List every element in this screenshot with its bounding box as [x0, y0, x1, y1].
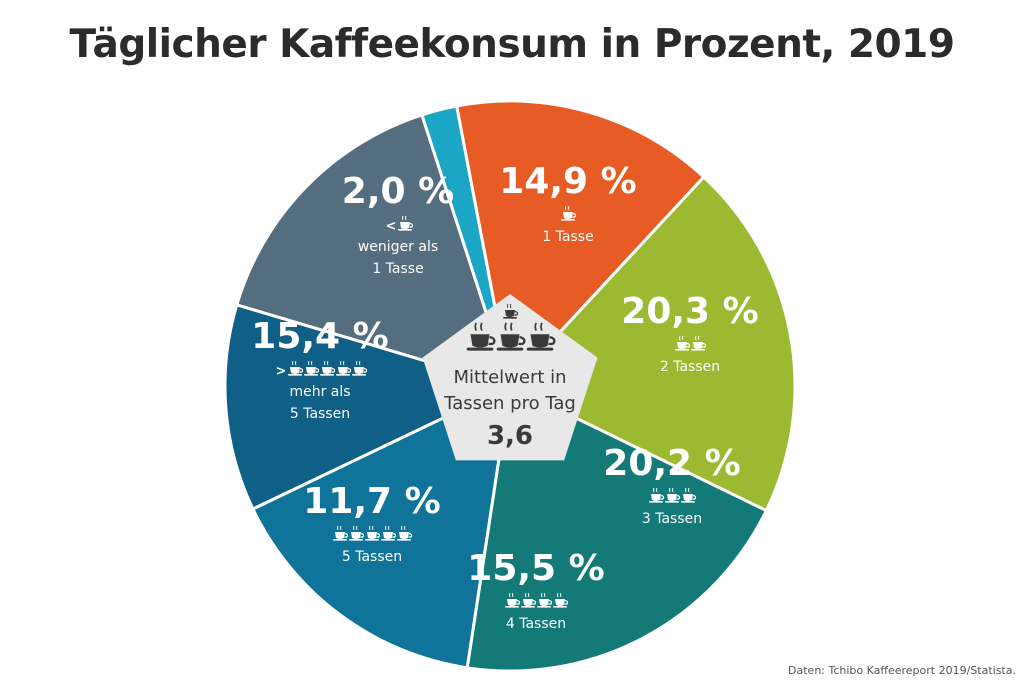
- slice-label: 20,3 % 2 Tassen: [621, 291, 758, 375]
- coffee-cup-icon: [397, 525, 413, 541]
- slice-cups-label: 3 Tassen: [642, 511, 702, 527]
- slice-cups-label: 1 Tasse: [372, 261, 423, 277]
- center-cups-icon: [466, 303, 556, 351]
- slice-percent-label: 20,3 %: [621, 291, 758, 332]
- coffee-cup-icon: [561, 205, 577, 221]
- comparison-sign: >: [276, 364, 287, 379]
- coffee-cup-icon: [496, 322, 526, 351]
- coffee-cup-icon: [288, 360, 304, 376]
- slice-cups-label: 2 Tassen: [660, 359, 720, 375]
- pie-slice: [223, 302, 515, 512]
- slice-cups-label: mehr als: [289, 384, 350, 400]
- slice-cups-label: 5 Tassen: [290, 406, 350, 422]
- slice-label: 15,5 % 4 Tassen: [467, 548, 604, 632]
- slice-percent-label: 14,9 %: [499, 161, 636, 202]
- coffee-cup-icon: [521, 592, 537, 608]
- slices-layer: [223, 99, 797, 673]
- slice-percent-label: 2,0 %: [342, 171, 454, 212]
- pie-slice: [234, 113, 513, 389]
- slice-percent-label: 11,7 %: [303, 481, 440, 522]
- labels-layer: 14,9 % 1 Tasse 20,3 % 2 Tassen 20,2 % 3 Tasse…: [251, 161, 758, 632]
- coffee-cup-icon: [349, 525, 365, 541]
- coffee-cup-icon: [691, 335, 707, 351]
- center-value: 3,6: [487, 421, 533, 451]
- coffee-cup-icon: [665, 487, 681, 503]
- coffee-cup-icon: [365, 525, 381, 541]
- coffee-cup-icon: [381, 525, 397, 541]
- slice-label: 20,2 % 3 Tassen: [603, 443, 740, 527]
- slice-cups-label: 5 Tassen: [342, 549, 402, 565]
- source-note: Daten: Tchibo Kaffeereport 2019/Statista…: [788, 664, 1016, 677]
- coffee-cup-icon: [398, 215, 414, 231]
- pie-slice: [507, 174, 797, 513]
- coffee-cup-icon: [526, 322, 556, 351]
- coffee-cup-icon: [675, 335, 691, 351]
- slice-cups-label: weniger als: [358, 239, 438, 255]
- coffee-cup-icon: [352, 360, 368, 376]
- center-label-line2: Tassen pro Tag: [443, 393, 576, 414]
- coffee-cup-icon: [336, 360, 352, 376]
- center-hub: Mittelwert in Tassen pro Tag 3,6: [422, 294, 598, 461]
- coffee-cup-icon: [304, 360, 320, 376]
- center-pentagon: [422, 294, 598, 461]
- coffee-cup-icon: [333, 525, 349, 541]
- slice-label: 2,0 % < weniger als 1 Tasse: [342, 171, 454, 277]
- coffee-cup-icon: [537, 592, 553, 608]
- coffee-cup-icon: [505, 592, 521, 608]
- coffee-cup-icon: [320, 360, 336, 376]
- slice-label: 14,9 % 1 Tasse: [499, 161, 636, 245]
- coffee-cup-icon: [649, 487, 665, 503]
- slice-percent-label: 15,5 %: [467, 548, 604, 589]
- coffee-cup-icon: [466, 322, 496, 351]
- coffee-cup-icon: [503, 303, 519, 319]
- comparison-sign: <: [386, 219, 397, 234]
- slice-label: 11,7 % 5 Tassen: [303, 481, 440, 565]
- pie-slice: [250, 383, 512, 670]
- slice-cups-label: 1 Tasse: [542, 229, 593, 245]
- coffee-cup-icon: [681, 487, 697, 503]
- slice-label: 15,4 % >mehr als 5 Tassen: [251, 316, 388, 422]
- center-label-line1: Mittelwert in: [453, 367, 566, 388]
- slice-cups-label: 4 Tassen: [506, 616, 566, 632]
- coffee-cup-icon: [553, 592, 569, 608]
- slice-percent-label: 20,2 %: [603, 443, 740, 484]
- slice-percent-label: 15,4 %: [251, 316, 388, 357]
- chart-title: Täglicher Kaffeekonsum in Prozent, 2019: [69, 22, 955, 67]
